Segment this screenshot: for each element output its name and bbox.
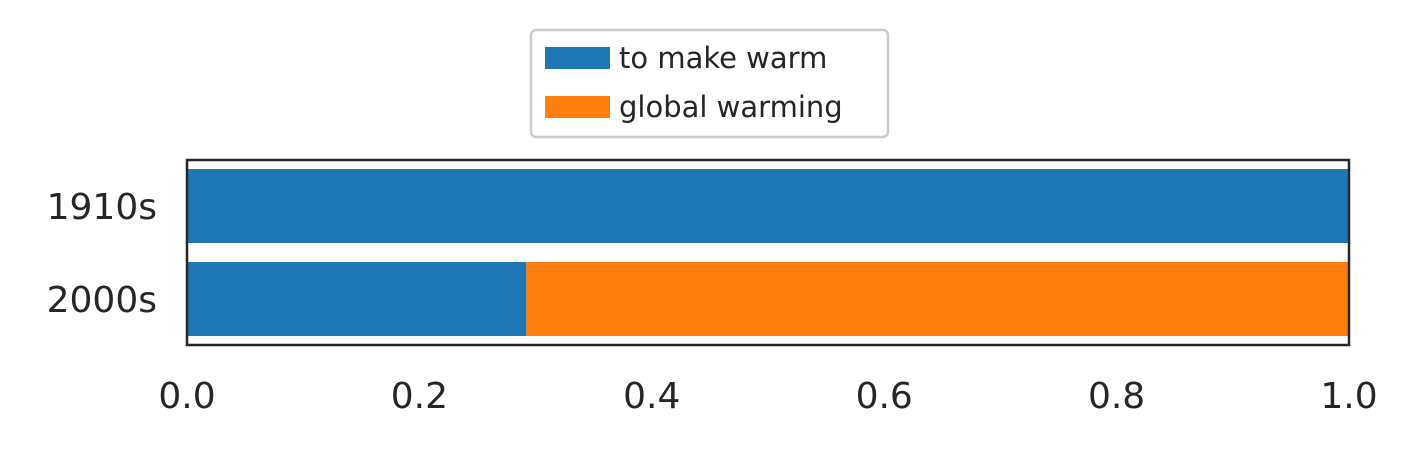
bars-group (187, 169, 1349, 336)
legend: to make warm global warming (529, 28, 890, 139)
x-tick-label: 0.2 (391, 376, 448, 417)
x-tick-label: 0.8 (1088, 376, 1145, 417)
plot-frame (185, 158, 1351, 347)
x-tick-label: 0.6 (856, 376, 913, 417)
x-tick-label: 1.0 (1320, 376, 1377, 417)
y-axis-labels: 1910s 2000s (47, 187, 157, 321)
bar-1910s-to-make-warm (187, 169, 1349, 243)
x-tick-label: 0.4 (623, 376, 680, 417)
legend-swatch (545, 96, 610, 118)
legend-swatch (545, 47, 610, 69)
x-axis-ticks: 0.0 0.2 0.4 0.6 0.8 1.0 (158, 376, 1377, 417)
legend-box (529, 28, 890, 139)
y-tick-label: 2000s (47, 280, 157, 321)
legend-label: to make warm (619, 41, 827, 75)
x-tick-label: 0.0 (158, 376, 215, 417)
legend-label: global warming (619, 90, 843, 124)
y-tick-label: 1910s (47, 187, 157, 228)
bar-2000s-global-warming (526, 262, 1349, 336)
bar-2000s-to-make-warm (187, 262, 527, 336)
